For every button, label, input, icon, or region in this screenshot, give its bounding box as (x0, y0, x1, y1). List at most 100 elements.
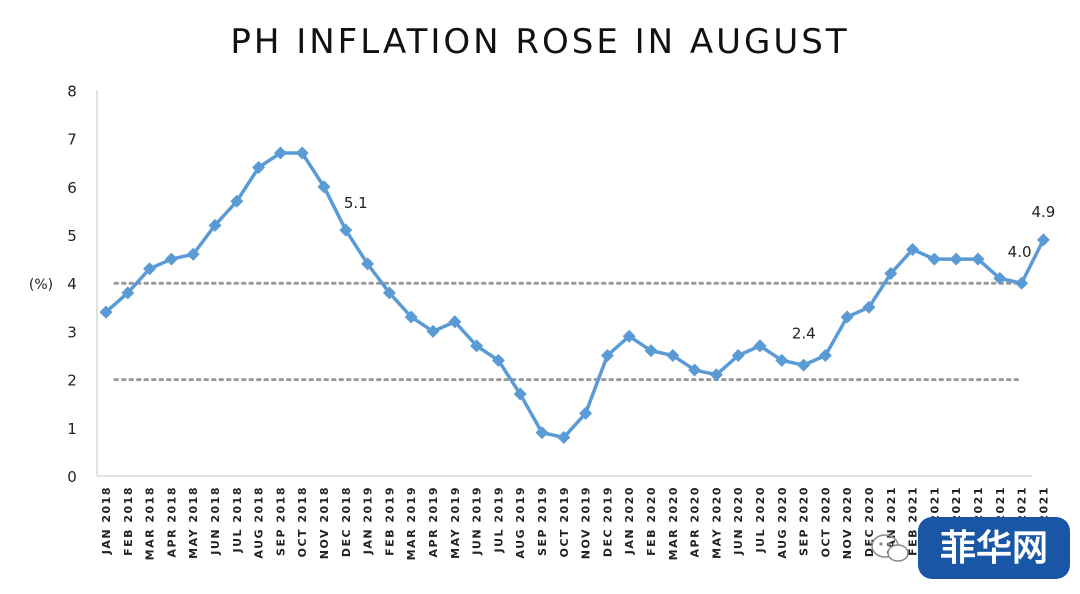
data-point (99, 305, 113, 319)
x-tick-label: DEC 2020 (863, 486, 876, 557)
x-tick-label: AUG 2018 (253, 486, 266, 559)
y-tick-label: 7 (67, 131, 77, 149)
wechat-icon (871, 534, 909, 562)
watermark-badge (918, 517, 1070, 579)
data-point (709, 368, 723, 382)
data-point (993, 271, 1007, 285)
x-tick-label: APR 2018 (165, 486, 178, 558)
x-tick-label: OCT 2019 (558, 486, 571, 557)
x-tick-label: MAY 2020 (710, 486, 723, 559)
x-tick-labels: JAN 2018 FEB 2018 MAR 2018 APR 2018 MAY 2018… (100, 486, 1050, 560)
data-point (862, 300, 876, 314)
x-tick-label: SEP 2018 (274, 486, 287, 556)
chart-title: PH INFLATION ROSE IN AUGUST (230, 22, 849, 62)
data-point (906, 242, 920, 256)
data-point (840, 310, 854, 324)
x-tick-label: JUL 2019 (492, 486, 505, 553)
data-label: 2.4 (792, 324, 816, 342)
data-point (164, 252, 178, 266)
data-point (252, 161, 266, 175)
data-point (818, 349, 832, 362)
data-point (579, 406, 593, 420)
x-tick-label: JAN 2020 (623, 486, 636, 555)
data-label: 5.1 (344, 194, 368, 212)
data-point (404, 310, 418, 324)
y-tick-label: 6 (67, 179, 77, 197)
x-tick-label: FEB 2020 (645, 486, 658, 556)
data-labels: 5.1 2.4 4.0 4.9 (344, 194, 1055, 342)
x-tick-label: JAN 2018 (100, 486, 113, 555)
data-label: 4.0 (1008, 243, 1032, 261)
x-tick-label: APR 2020 (689, 486, 702, 558)
watermark-logo: 菲华网 (871, 517, 1070, 579)
x-tick-label: DEC 2018 (340, 486, 353, 557)
data-point (622, 329, 636, 343)
data-point (1015, 276, 1029, 290)
x-tick-label: MAR 2018 (144, 486, 157, 560)
data-point (143, 262, 157, 276)
data-point (295, 146, 309, 160)
y-tick-label: 3 (67, 323, 77, 341)
data-point (644, 344, 658, 358)
x-tick-label: MAY 2018 (187, 486, 200, 559)
data-point (317, 180, 331, 194)
x-tick-label: OCT 2018 (296, 486, 309, 557)
data-point (535, 426, 549, 440)
y-tick-label: 0 (67, 468, 77, 486)
data-point (688, 363, 702, 377)
x-tick-label: NOV 2018 (318, 486, 331, 559)
x-tick-label: NOV 2020 (841, 486, 854, 559)
x-tick-label: AUG 2020 (776, 486, 789, 559)
data-point (491, 353, 505, 367)
x-tick-label: JUN 2018 (209, 486, 222, 556)
x-tick-label: JUN 2020 (732, 486, 745, 556)
x-tick-label: JAN 2019 (362, 486, 375, 555)
data-point (949, 252, 963, 266)
data-point (775, 353, 789, 367)
data-label: 4.9 (1031, 203, 1055, 221)
x-tick-label: SEP 2020 (798, 486, 811, 556)
y-tick-labels: 0 1 2 3 4 5 6 7 8 (67, 82, 77, 486)
data-point (927, 252, 941, 266)
y-axis-label: (%) (29, 277, 53, 293)
data-point (753, 339, 767, 353)
data-point (600, 349, 614, 362)
data-point (557, 430, 571, 444)
x-tick-label: DEC 2019 (601, 486, 614, 557)
data-point (448, 315, 462, 329)
data-point (186, 247, 200, 261)
data-point (1036, 233, 1050, 247)
series-group (99, 146, 1050, 444)
x-tick-label: JUL 2020 (754, 486, 767, 553)
data-point (666, 349, 680, 362)
x-tick-label: MAR 2020 (667, 486, 680, 560)
x-tick-label: FEB 2018 (122, 486, 135, 556)
x-tick-label: SEP 2019 (536, 486, 549, 556)
x-tick-label: JUL 2018 (231, 486, 244, 553)
x-tick-label: JUN 2019 (471, 486, 484, 556)
x-tick-label: MAR 2019 (405, 486, 418, 560)
data-point (121, 286, 135, 300)
watermark-text: 菲华网 (940, 528, 1048, 569)
x-tick-label: OCT 2020 (819, 486, 832, 557)
data-point (208, 218, 222, 232)
x-tick-label: AUG 2019 (514, 486, 527, 559)
y-tick-label: 5 (67, 227, 77, 245)
data-point (470, 339, 484, 353)
x-tick-label: MAY 2019 (449, 486, 462, 559)
x-tick-label: FEB 2021 (907, 486, 920, 556)
data-point (230, 194, 244, 208)
data-point (361, 257, 375, 271)
y-tick-label: 4 (67, 275, 77, 293)
data-point (426, 324, 440, 338)
y-tick-label: 2 (67, 372, 77, 390)
reference-lines (113, 281, 1024, 382)
data-point (884, 267, 898, 281)
data-point (513, 387, 527, 401)
data-point (382, 286, 396, 300)
y-tick-label: 1 (67, 420, 77, 438)
data-point (797, 358, 811, 372)
x-tick-label: APR 2019 (427, 486, 440, 558)
data-point (339, 223, 353, 237)
